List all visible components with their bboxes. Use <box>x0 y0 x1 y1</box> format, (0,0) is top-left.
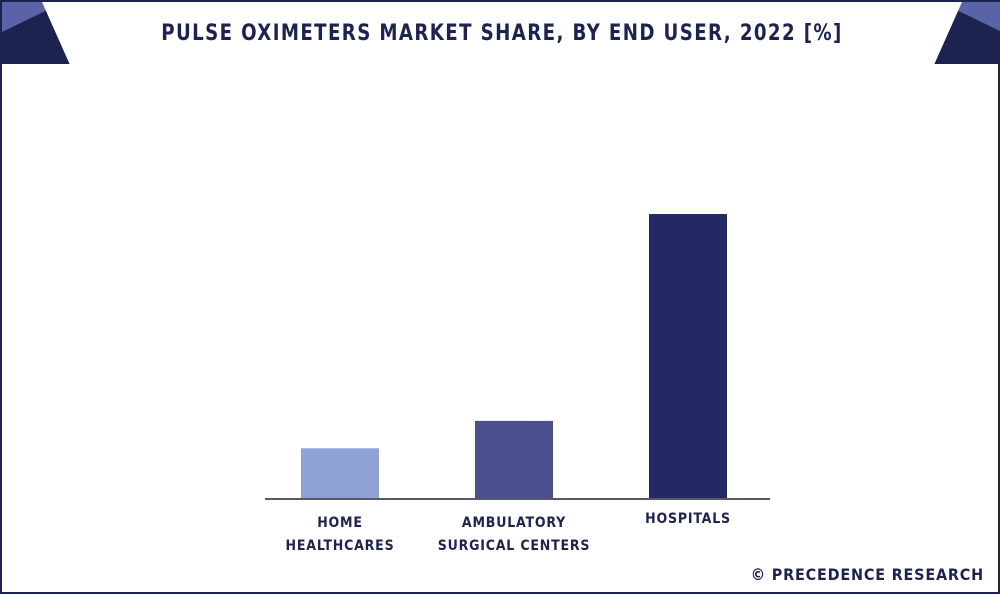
bar-2 <box>649 214 727 499</box>
title-band <box>42 2 962 64</box>
source-watermark: © PRECEDENCE RESEARCH <box>750 565 984 584</box>
x-tick-label-0: HOME HEALTHCARES <box>286 515 395 554</box>
bar-1 <box>475 420 553 499</box>
chart-title: PULSE OXIMETERS MARKET SHARE, BY END USE… <box>161 21 843 46</box>
title-banner: PULSE OXIMETERS MARKET SHARE, BY END USE… <box>2 2 1000 64</box>
x-tick-label-2: HOSPITALS <box>645 511 731 527</box>
bar-chart: HOME HEALTHCARES AMBULATORY SURGICAL CENTER… <box>265 214 770 554</box>
x-tick-label-1: AMBULATORY SURGICAL CENTERS <box>438 515 591 554</box>
bar-0 <box>301 448 379 499</box>
